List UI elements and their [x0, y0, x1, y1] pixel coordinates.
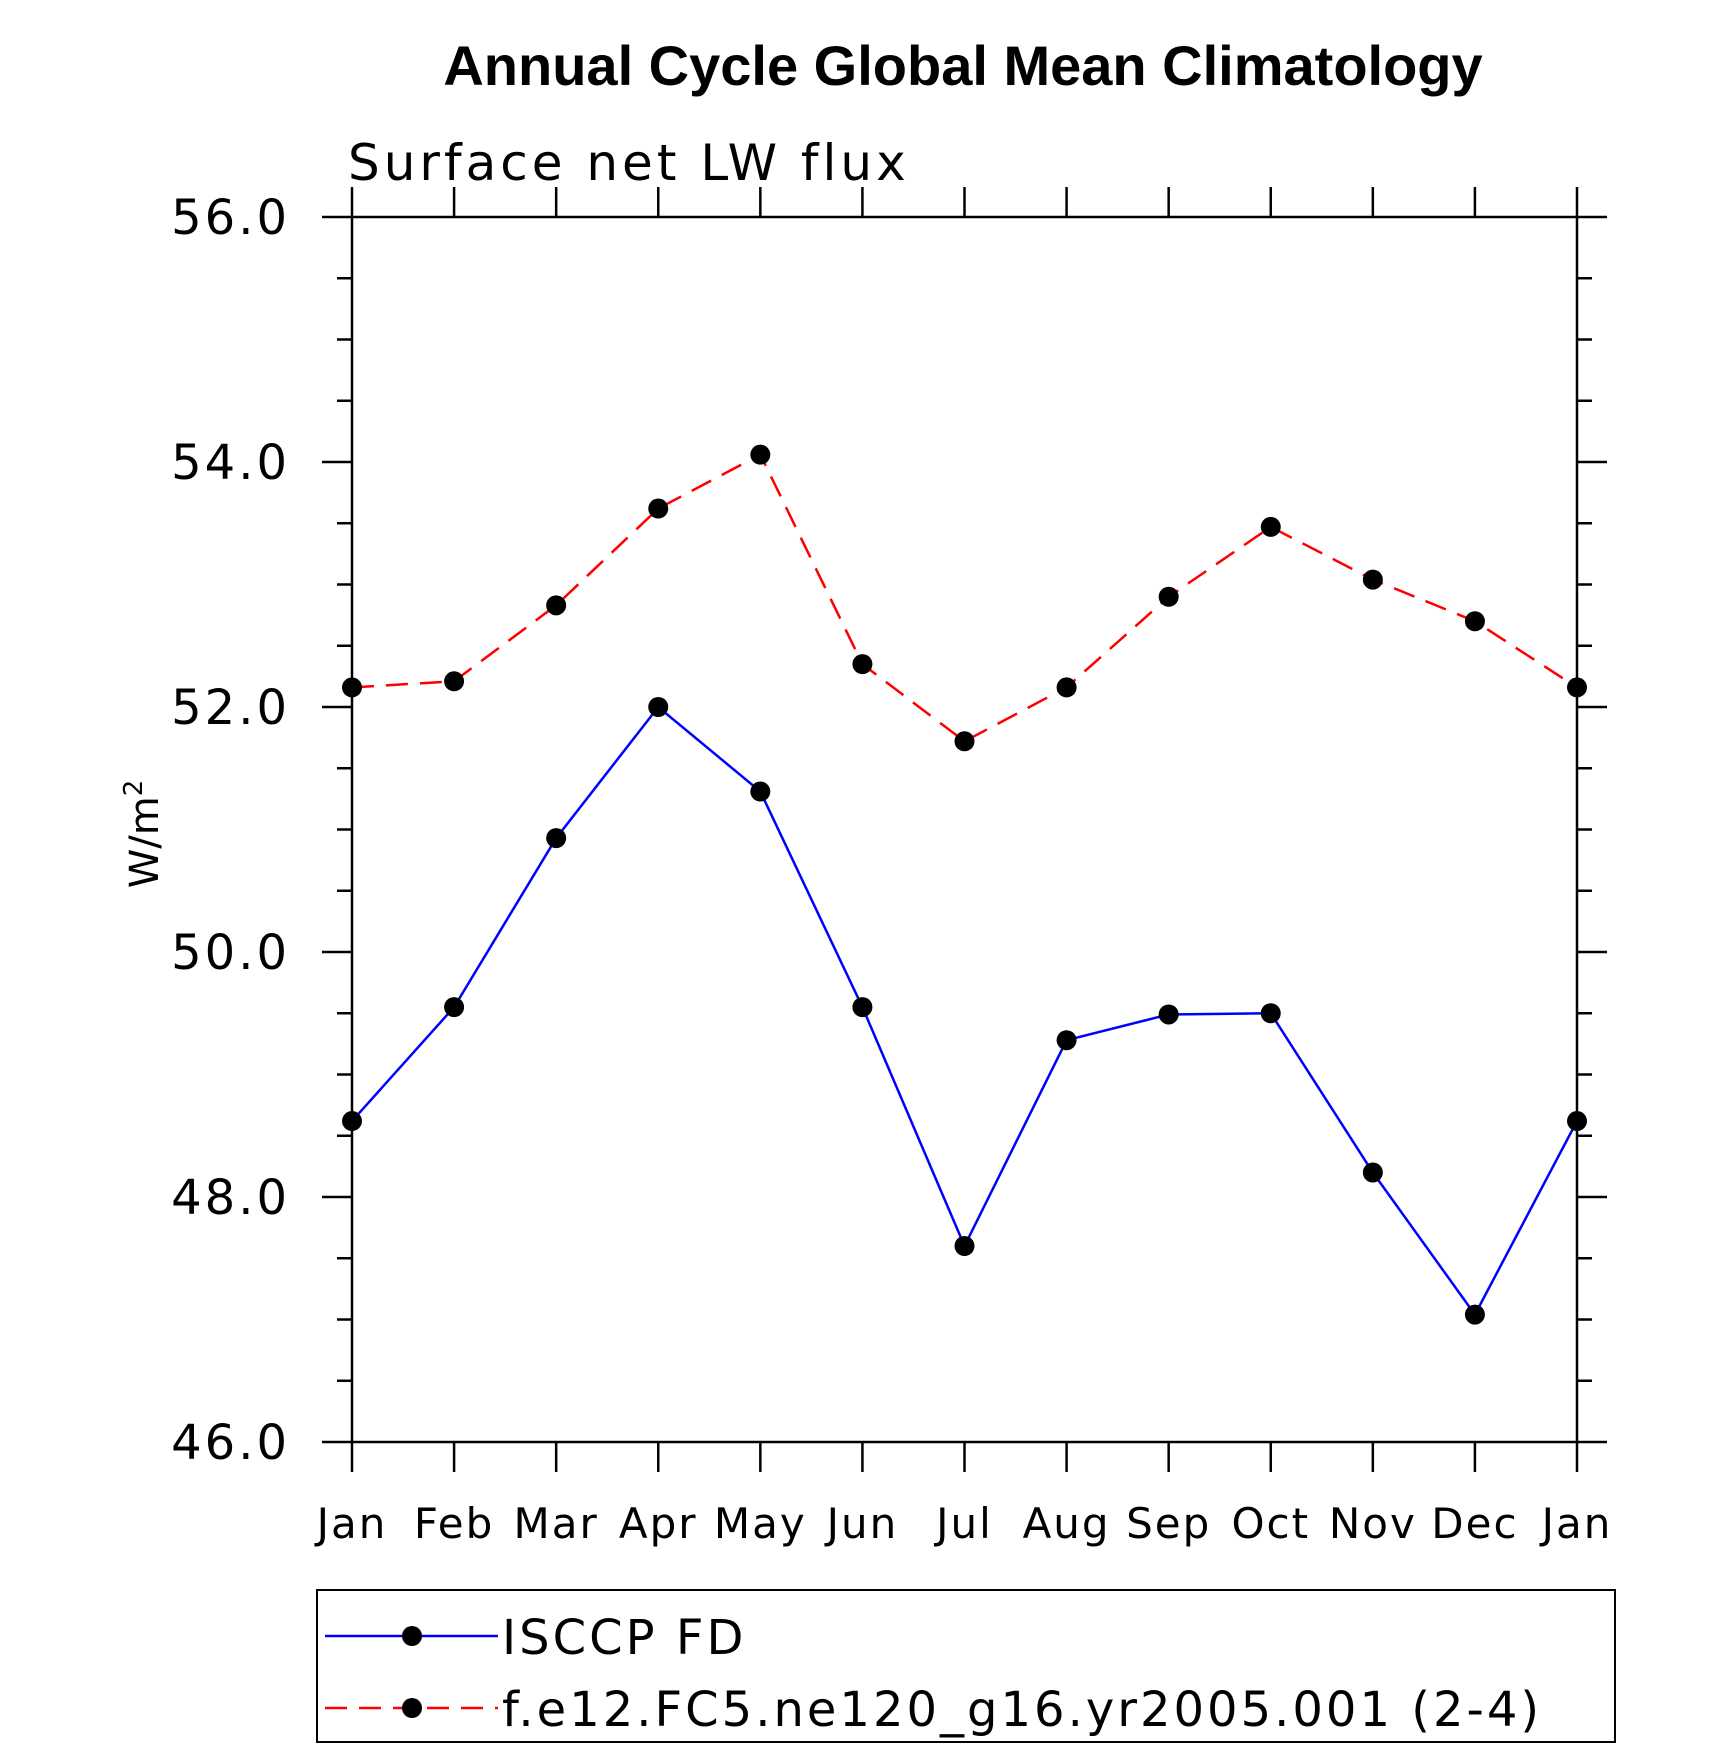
- x-tick-label: Aug: [1023, 1499, 1111, 1548]
- y-tick-label: 48.0: [171, 1170, 290, 1226]
- data-point-series-2: [750, 444, 771, 465]
- x-tick-label: Jan: [314, 1499, 388, 1548]
- data-point-series-2: [1362, 569, 1383, 590]
- y-axis-label-base: W/m: [122, 796, 168, 888]
- x-tick-label: Apr: [619, 1499, 698, 1548]
- data-point-series-1: [648, 697, 669, 717]
- y-axis-label-superscript: 2: [119, 780, 149, 797]
- series-line-1: [351, 705, 1579, 1317]
- data-point-series-2: [1260, 516, 1281, 537]
- y-tick-label: 46.0: [171, 1415, 290, 1471]
- y-tick-label: 50.0: [171, 925, 290, 981]
- data-point-series-2: [1158, 586, 1179, 607]
- x-tick-label: Jul: [933, 1499, 993, 1548]
- x-tick-label: Jan: [1539, 1499, 1613, 1548]
- data-point-series-2: [1464, 611, 1485, 632]
- data-point-series-2: [852, 654, 873, 675]
- data-point-series-1: [444, 997, 465, 1018]
- data-point-series-2: [1567, 677, 1587, 698]
- data-point-series-1: [1056, 1030, 1077, 1051]
- data-point-series-1: [342, 1111, 362, 1132]
- data-point-series-1: [1567, 1111, 1587, 1132]
- legend: ISCCP FD f.e12.FC5.ne120_g16.yr2005.001 (…: [316, 1589, 1616, 1743]
- data-point-series-2: [342, 677, 362, 698]
- x-tick-label: Dec: [1431, 1499, 1518, 1548]
- x-tick-label: May: [714, 1499, 807, 1548]
- data-point-series-2: [546, 595, 567, 616]
- data-point-series-1: [1260, 1003, 1281, 1024]
- y-axis-label: W/m2: [119, 780, 168, 889]
- x-tick-label: Nov: [1329, 1499, 1417, 1548]
- x-tick-label: Mar: [514, 1499, 599, 1548]
- x-tick-label: Jun: [824, 1499, 899, 1548]
- data-point-series-2: [1056, 677, 1077, 698]
- data-point-series-1: [1362, 1162, 1383, 1183]
- data-point-series-2: [648, 498, 669, 519]
- data-point-series-1: [1158, 1004, 1179, 1025]
- x-tick-label: Sep: [1126, 1499, 1211, 1548]
- y-tick-label: 52.0: [171, 680, 290, 736]
- data-point-series-2: [444, 671, 465, 692]
- chart-subtitle: Surface net LW flux: [348, 134, 910, 192]
- data-point-series-1: [1464, 1304, 1485, 1325]
- chart-title: Annual Cycle Global Mean Climatology: [443, 34, 1482, 97]
- data-point-series-1: [954, 1236, 975, 1256]
- legend-label-2: f.e12.FC5.ne120_g16.yr2005.001 (2-4): [502, 1682, 1542, 1738]
- x-tick-label: Oct: [1231, 1499, 1310, 1548]
- plot-frame: [350, 215, 1579, 1444]
- data-point-series-1: [852, 997, 873, 1018]
- legend-marker-1: [402, 1626, 422, 1646]
- y-tick-label: 56.0: [171, 190, 290, 246]
- legend-marker-2: [402, 1698, 422, 1718]
- series-line-2: [351, 452, 1578, 743]
- legend-label-1: ISCCP FD: [502, 1610, 746, 1666]
- data-point-series-2: [954, 731, 975, 752]
- y-tick-label: 54.0: [171, 435, 290, 491]
- x-tick-label: Feb: [414, 1499, 494, 1548]
- data-point-series-1: [750, 781, 771, 802]
- data-point-series-1: [546, 828, 567, 849]
- plot-area: 46.0 48.0 50.0 52.0 54.0 56.0 Jan Feb Mar Apr May J…: [171, 187, 1613, 1548]
- legend-box: [316, 1589, 1616, 1743]
